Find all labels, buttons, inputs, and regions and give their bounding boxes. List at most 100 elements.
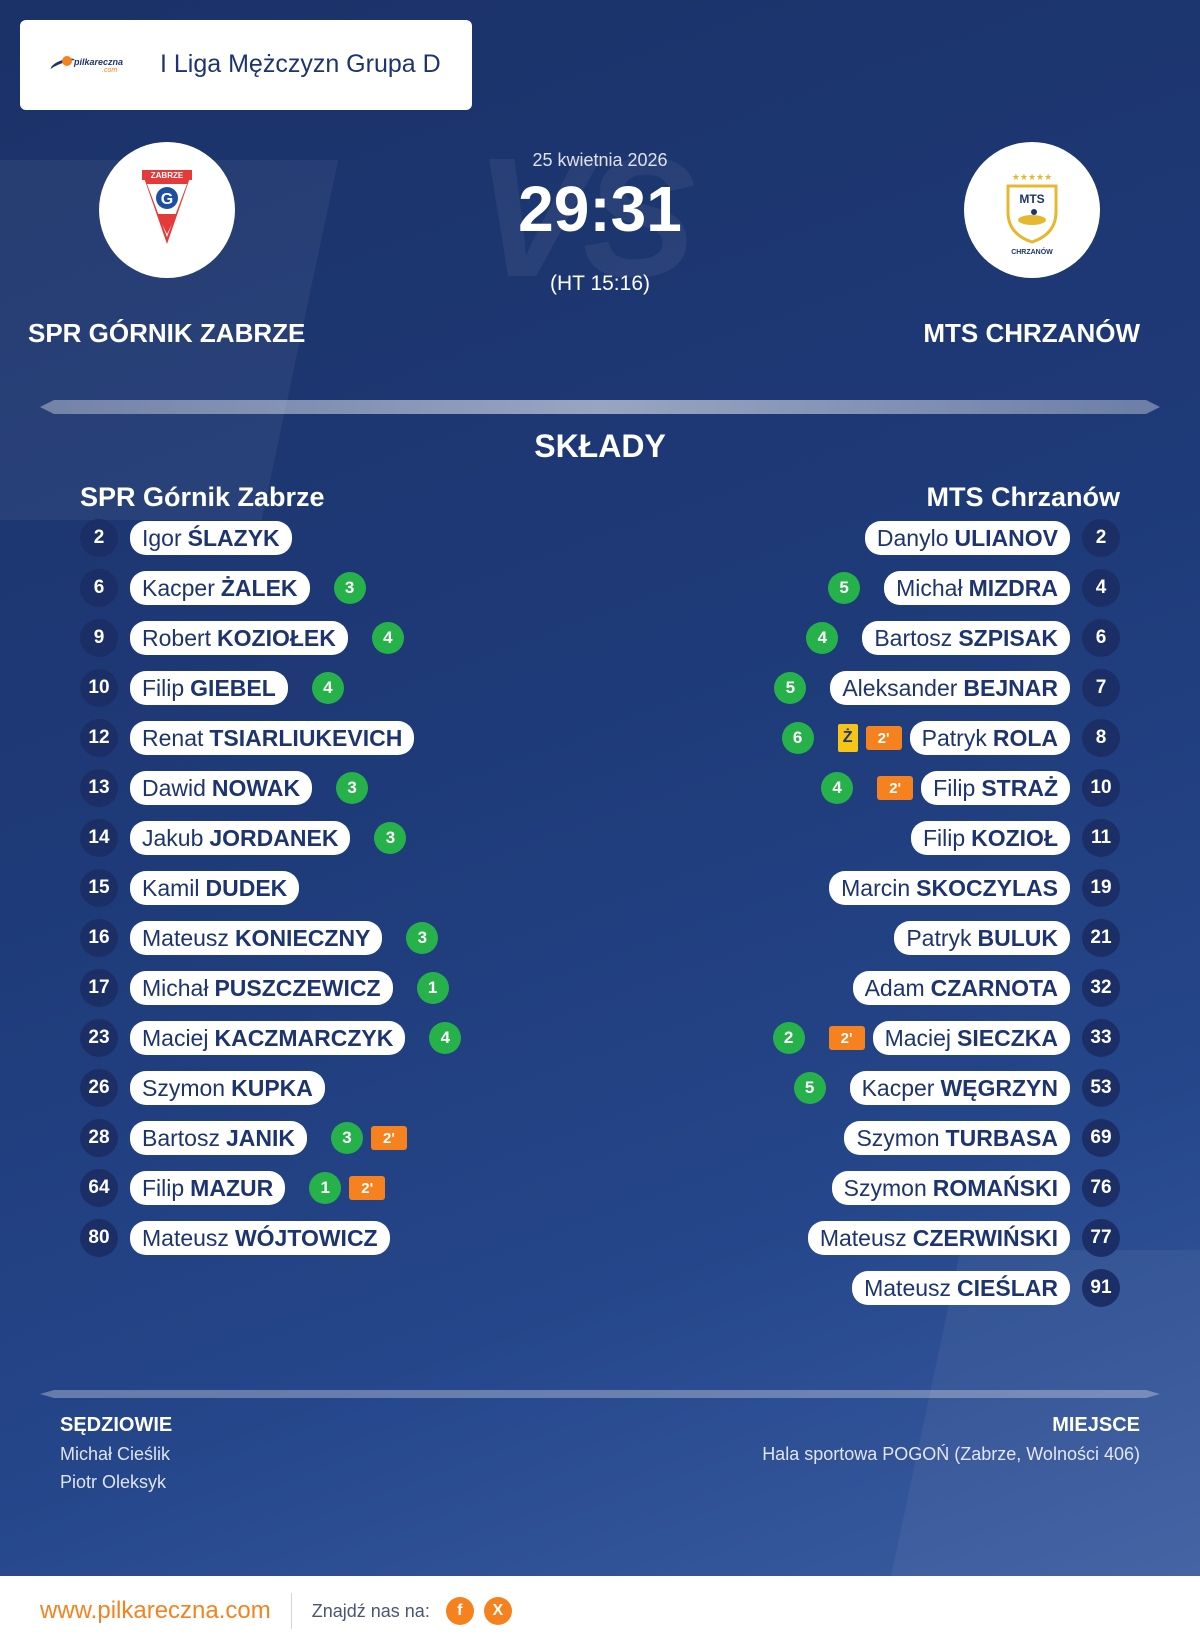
player-last-name: CIEŚLAR [957,1274,1058,1301]
player-name-pill: Kamil DUDEK [130,871,300,905]
goals-badge: 4 [821,772,854,804]
player-first-name: Bartosz [874,624,953,651]
player-last-name: SZPISAK [958,624,1058,651]
logo-domain: .com [102,67,118,74]
player-name-pill: Dawid NOWAK [130,771,313,805]
player-row: 2 Igor ŚLAZYK [80,519,292,557]
player-number: 9 [80,619,118,657]
player-first-name: Dawid [142,774,206,801]
official-name: Michał Cieślik [60,1444,171,1464]
player-number: 33 [1082,1019,1120,1057]
goals-badge: 1 [309,1172,342,1204]
player-first-name: Marcin [841,874,911,901]
player-number: 11 [1082,819,1120,857]
player-name-pill: Adam CZARNOTA [852,971,1070,1005]
player-last-name: ROLA [992,724,1058,751]
player-number: 8 [1082,719,1120,757]
divider [40,400,1160,414]
player-number: 4 [1082,569,1120,607]
player-row: 91 Mateusz CIEŚLAR [852,1269,1120,1307]
player-first-name: Filip [142,1174,185,1201]
player-number: 26 [80,1069,118,1107]
player-number: 10 [1082,769,1120,807]
player-name-pill: Filip GIEBEL [130,671,288,705]
goals-badge: 5 [774,672,807,704]
league-title: I Liga Mężczyzn Grupa D [160,50,441,78]
logo-name: pilkareczna [74,57,124,67]
player-number: 12 [80,719,118,757]
player-last-name: ULIANOV [954,524,1059,551]
player-first-name: Szymon [856,1124,940,1151]
player-last-name: KOZIOŁ [971,824,1058,851]
crest-text: ZABRZE [151,171,184,180]
player-last-name: BULUK [977,924,1059,951]
player-first-name: Michał [896,574,963,601]
player-row: 10 Filip STRAŻ 2' 4 [821,769,1120,807]
player-name-pill: Kacper WĘGRZYN [849,1071,1070,1105]
player-first-name: Kacper [142,574,215,601]
divider [40,1390,1160,1398]
player-last-name: ŻALEK [220,574,298,601]
player-number: 28 [80,1119,118,1157]
player-row: 9 Robert KOZIOŁEK 4 [80,619,404,657]
facebook-icon[interactable]: f [445,1597,474,1625]
venue-name: Hala sportowa POGOŃ (Zabrze, Wolności 40… [762,1444,1140,1464]
gornik-zabrze-crest-icon: ZABRZE G [142,170,192,244]
x-icon[interactable]: X [483,1597,512,1625]
player-name-pill: Szymon TURBASA [844,1121,1070,1155]
goals-badge: 5 [828,572,861,604]
player-first-name: Patryk [906,924,972,951]
player-number: 6 [1082,619,1120,657]
player-name-pill: Mateusz CIEŚLAR [852,1271,1070,1305]
player-first-name: Filip [922,824,966,851]
player-last-name: MAZUR [190,1174,274,1201]
player-last-name: NOWAK [211,774,301,801]
player-last-name: ROMAŃSKI [932,1174,1058,1201]
suspension-badge: 2' [371,1126,407,1150]
mts-chrzanow-crest-icon: ★★★★★ MTS CHRZANÓW [1006,172,1058,256]
halftime-score: (HT 15:16) [550,272,650,295]
crest-letter: G [161,191,173,208]
match-date: 25 kwietnia 2026 [532,150,668,170]
player-row: 80 Mateusz WÓJTOWICZ [80,1219,390,1257]
player-name-pill: Danylo ULIANOV [864,521,1070,555]
player-name-pill: Maciej SIECZKA [872,1021,1070,1055]
logo-ball-icon [62,56,72,66]
player-first-name: Igor [142,524,182,551]
player-name-pill: Bartosz SZPISAK [862,621,1070,655]
player-first-name: Filip [142,674,185,701]
home-squad-title: SPR Górnik Zabrze [80,482,325,512]
goals-badge: 4 [311,672,344,704]
goals-badge: 3 [333,572,366,604]
player-row: 23 Maciej KACZMARCZYK 4 [80,1019,462,1057]
player-number: 2 [1082,519,1120,557]
player-first-name: Bartosz [142,1124,220,1151]
player-row: 2 Danylo ULIANOV [864,519,1120,557]
player-name-pill: Bartosz JANIK [130,1121,307,1155]
player-number: 69 [1082,1119,1120,1157]
pilkareczna-logo: pilkareczna .com [49,50,150,80]
player-last-name: JORDANEK [209,824,339,851]
suspension-badge: 2' [877,776,914,800]
player-name-pill: Robert KOZIOŁEK [130,621,348,655]
goals-badge: 4 [371,622,404,654]
player-first-name: Szymon [142,1074,226,1101]
player-number: 76 [1082,1169,1120,1207]
player-number: 64 [80,1169,118,1207]
goals-badge: 4 [806,622,839,654]
player-row: 12 Renat TSIARLIUKEVICH [80,719,415,757]
player-first-name: Maciej [884,1024,952,1051]
player-name-pill: Jakub JORDANEK [130,821,351,855]
player-first-name: Michał [142,974,209,1001]
player-first-name: Kacper [861,1074,935,1101]
player-last-name: GIEBEL [190,674,276,701]
player-row: 28 Bartosz JANIK 3 2' [80,1119,407,1157]
website-link[interactable]: www.pilkareczna.com [40,1597,271,1624]
player-number: 15 [80,869,118,907]
player-first-name: Robert [142,624,212,651]
player-name-pill: Aleksander BEJNAR [830,671,1070,705]
player-last-name: PUSZCZEWICZ [214,974,381,1001]
player-row: 19 Marcin SKOCZYLAS [829,869,1120,907]
player-first-name: Maciej [142,1024,209,1051]
goals-badge: 2 [772,1022,805,1054]
